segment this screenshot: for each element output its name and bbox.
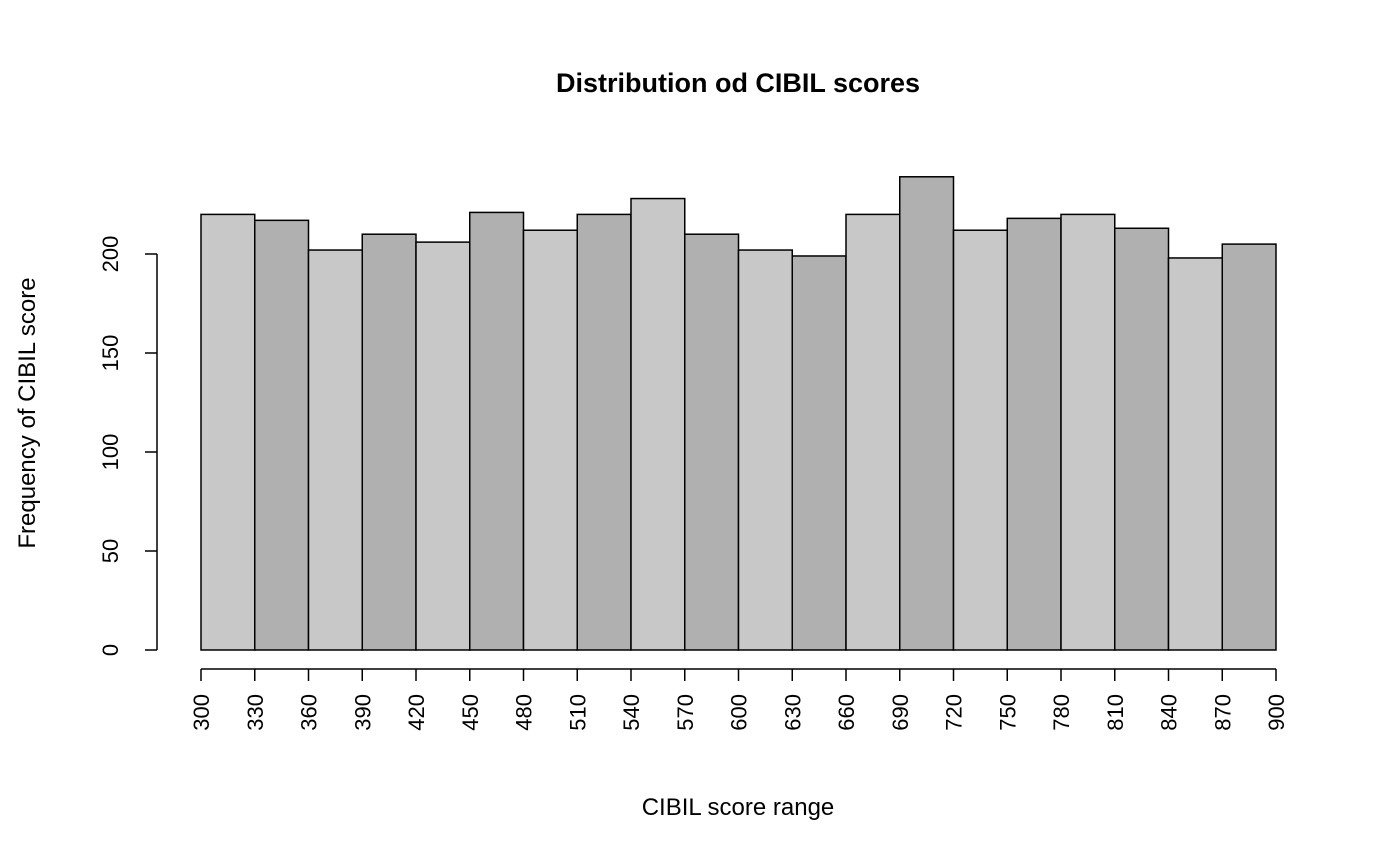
bar [522, 229, 578, 651]
bar [899, 176, 955, 651]
bar [845, 213, 901, 651]
x-tick-label: 750 [995, 694, 1020, 731]
bar [791, 255, 847, 651]
x-tick-label: 360 [297, 694, 322, 731]
bar [737, 249, 793, 651]
x-tick-label: 720 [942, 694, 967, 731]
x-tick-label: 540 [619, 694, 644, 731]
x-tick-label: 900 [1264, 694, 1289, 731]
bar [630, 197, 686, 651]
x-tick-label: 390 [350, 694, 375, 731]
x-tick-label: 840 [1157, 694, 1182, 731]
bar [1114, 227, 1170, 651]
bar [254, 219, 310, 651]
bar [1221, 243, 1277, 651]
x-tick-label: 690 [888, 694, 913, 731]
chart-title: Distribution od CIBIL scores [556, 68, 920, 98]
x-tick-label: 480 [512, 694, 537, 731]
x-tick-label: 780 [1049, 694, 1074, 731]
bar [307, 249, 363, 651]
bar [1167, 257, 1223, 651]
bar [361, 233, 417, 651]
bar [684, 233, 740, 651]
bar [952, 229, 1008, 651]
y-tick-label: 200 [98, 236, 123, 273]
y-tick-label: 50 [98, 539, 123, 563]
x-tick-label: 660 [834, 694, 859, 731]
bar [200, 213, 256, 651]
y-tick-label: 100 [98, 434, 123, 471]
y-tick-label: 150 [98, 335, 123, 372]
bar [1006, 217, 1062, 651]
bar [469, 211, 525, 651]
x-tick-label: 570 [673, 694, 698, 731]
x-tick-label: 300 [189, 694, 214, 731]
bar [1060, 213, 1116, 651]
x-tick-label: 450 [458, 694, 483, 731]
x-tick-label: 510 [565, 694, 590, 731]
x-tick-label: 870 [1210, 694, 1235, 731]
x-tick-label: 330 [243, 694, 268, 731]
x-tick-label: 420 [404, 694, 429, 731]
x-tick-label: 810 [1103, 694, 1128, 731]
x-tick-label: 600 [727, 694, 752, 731]
x-tick-label: 630 [780, 694, 805, 731]
y-axis-label: Frequency of CIBIL score [14, 277, 41, 548]
x-axis-label: CIBIL score range [642, 794, 835, 821]
bar [415, 241, 471, 651]
y-tick-label: 0 [98, 644, 123, 656]
bar [576, 213, 632, 651]
